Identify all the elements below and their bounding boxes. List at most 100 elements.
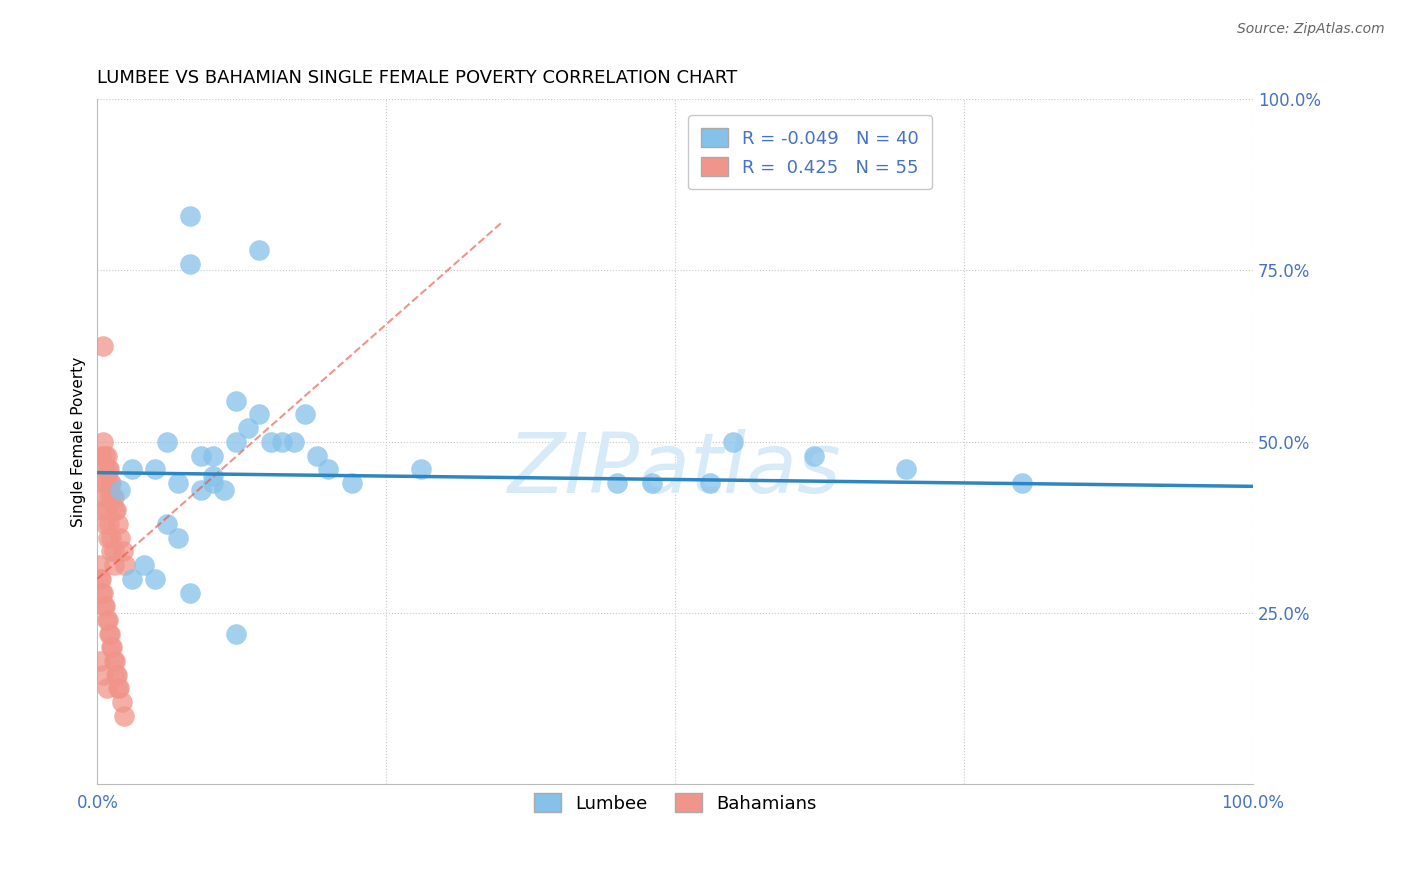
Point [225, 626, 247, 640]
Point [94, 449, 117, 463]
Point [96, 449, 118, 463]
Point [104, 503, 127, 517]
Point [100, 475, 122, 490]
Point [179, 257, 201, 271]
Point [91, 503, 114, 517]
Point [96, 613, 118, 627]
Point [294, 408, 316, 422]
Point [101, 490, 124, 504]
Point [283, 434, 305, 449]
Point [409, 462, 432, 476]
Point [104, 667, 127, 681]
Point [214, 483, 236, 497]
Point [340, 475, 363, 490]
Point [103, 544, 125, 558]
Point [96, 503, 118, 517]
Point [110, 531, 132, 545]
Point [93, 490, 115, 504]
Point [108, 681, 131, 696]
Point [91, 585, 114, 599]
Legend: Lumbee, Bahamians: Lumbee, Bahamians [523, 781, 827, 823]
Point [271, 434, 294, 449]
Point [103, 654, 125, 668]
Point [91, 585, 114, 599]
Point [89, 654, 111, 668]
Point [179, 585, 201, 599]
Point [104, 654, 127, 668]
Point [114, 558, 136, 573]
Point [225, 434, 247, 449]
Point [121, 462, 143, 476]
Point [247, 408, 270, 422]
Point [97, 531, 120, 545]
Point [98, 626, 121, 640]
Point [103, 490, 125, 504]
Point [97, 462, 120, 476]
Point [97, 462, 120, 476]
Point [156, 434, 179, 449]
Text: Source: ZipAtlas.com: Source: ZipAtlas.com [1237, 22, 1385, 37]
Text: LUMBEE VS BAHAMIAN SINGLE FEMALE POVERTY CORRELATION CHART: LUMBEE VS BAHAMIAN SINGLE FEMALE POVERTY… [97, 69, 738, 87]
Point [201, 475, 224, 490]
Point [91, 475, 114, 490]
Point [87, 558, 110, 573]
Point [94, 516, 117, 531]
Point [100, 531, 122, 545]
Point [1011, 475, 1033, 490]
Point [91, 667, 114, 681]
Point [90, 449, 112, 463]
Point [305, 449, 328, 463]
Point [143, 462, 166, 476]
Point [606, 475, 628, 490]
Point [156, 516, 179, 531]
Point [97, 490, 120, 504]
Point [91, 434, 114, 449]
Point [100, 544, 122, 558]
Point [803, 449, 825, 463]
Point [225, 393, 247, 408]
Point [201, 469, 224, 483]
Point [97, 516, 120, 531]
Point [107, 516, 129, 531]
Point [107, 681, 129, 696]
Point [100, 640, 122, 655]
Point [112, 709, 135, 723]
Point [94, 599, 117, 614]
Point [93, 462, 115, 476]
Point [132, 558, 155, 573]
Point [641, 475, 664, 490]
Point [247, 243, 270, 257]
Text: ZIPatlas: ZIPatlas [509, 429, 842, 509]
Point [318, 462, 340, 476]
Point [167, 475, 190, 490]
Point [97, 613, 120, 627]
Point [89, 572, 111, 586]
Point [201, 449, 224, 463]
Point [143, 572, 166, 586]
Point [104, 503, 127, 517]
Point [96, 475, 118, 490]
Point [236, 421, 259, 435]
Point [98, 475, 121, 490]
Point [190, 483, 212, 497]
Point [721, 434, 744, 449]
Point [105, 667, 128, 681]
Point [93, 599, 115, 614]
Point [260, 434, 283, 449]
Point [103, 558, 125, 573]
Point [96, 681, 118, 696]
Point [699, 475, 721, 490]
Point [896, 462, 918, 476]
Point [97, 626, 120, 640]
Point [179, 209, 201, 223]
Point [111, 544, 134, 558]
Point [110, 695, 132, 709]
Point [121, 572, 143, 586]
Point [167, 531, 190, 545]
Point [101, 640, 124, 655]
Point [90, 572, 112, 586]
Y-axis label: Single Female Poverty: Single Female Poverty [72, 357, 86, 527]
Point [110, 483, 132, 497]
Point [190, 449, 212, 463]
Point [91, 339, 114, 353]
